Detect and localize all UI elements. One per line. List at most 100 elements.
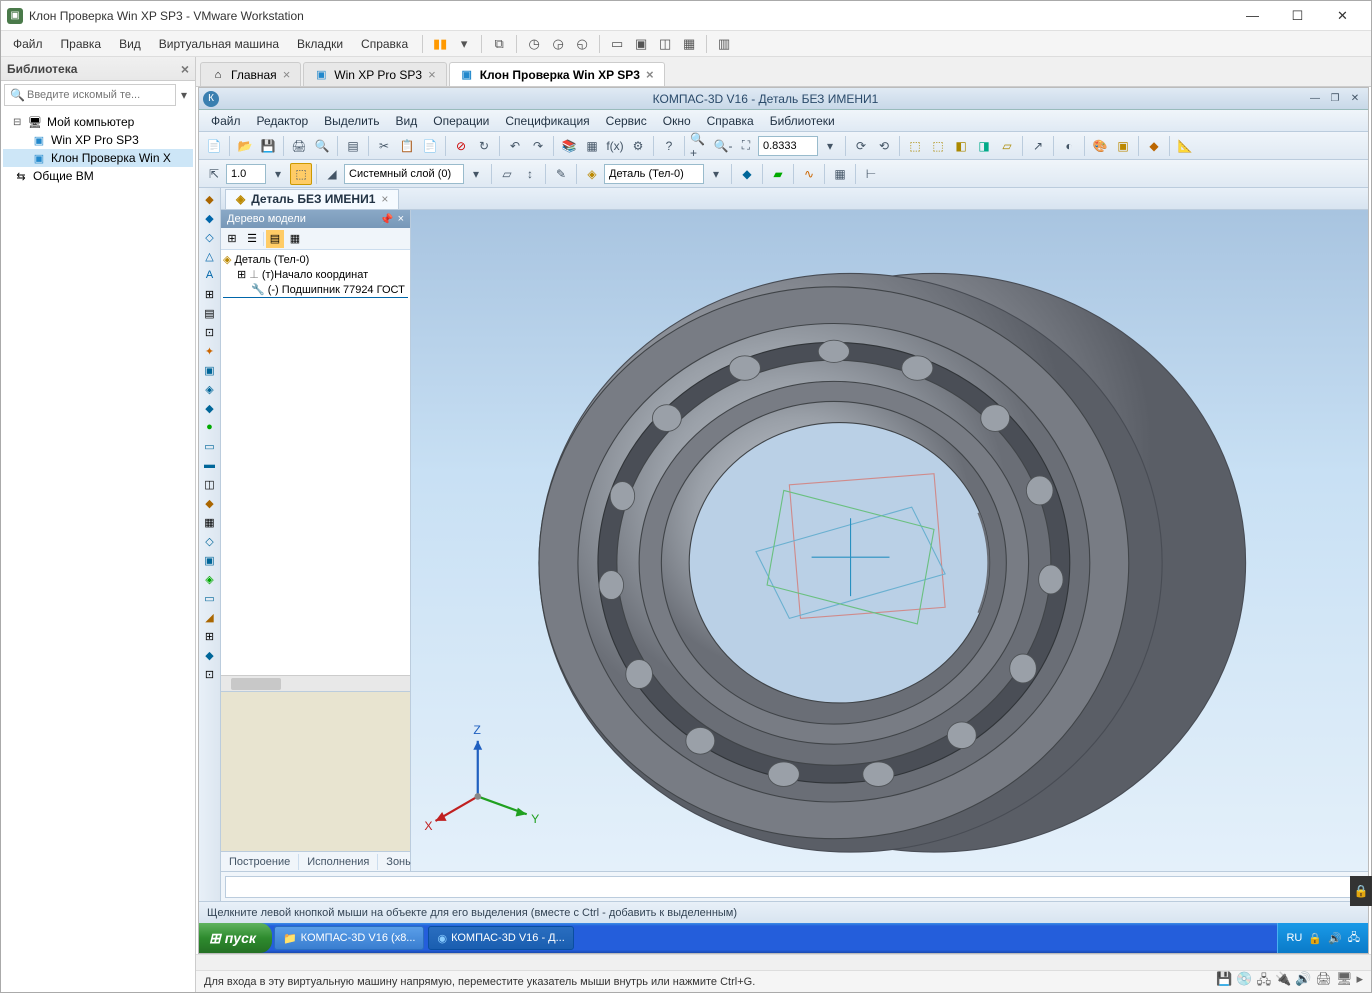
menu-tabs[interactable]: Вкладки bbox=[289, 34, 351, 54]
preview-icon[interactable]: 🔍 bbox=[311, 135, 333, 157]
orient-icon[interactable]: ↗ bbox=[1027, 135, 1049, 157]
tree-origin[interactable]: ⊞ ⊥ (т)Начало координат bbox=[223, 267, 408, 282]
printer-icon[interactable]: 🖨 bbox=[1315, 971, 1332, 993]
print-icon[interactable]: 🖨 bbox=[288, 135, 310, 157]
tree-root[interactable]: ◈ Деталь (Тел-0) bbox=[223, 252, 408, 267]
console-icon[interactable]: ▦ bbox=[678, 33, 700, 55]
tab-build[interactable]: Построение bbox=[221, 854, 299, 870]
layer-icon[interactable]: ◢ bbox=[321, 163, 343, 185]
tool-icon[interactable]: ⊡ bbox=[201, 323, 219, 341]
search-dropdown-icon[interactable]: ▾ bbox=[176, 88, 192, 102]
expand-icon[interactable]: ⊞ bbox=[237, 268, 246, 281]
tree-view-icon[interactable]: ⊞ bbox=[223, 230, 241, 248]
vmware-scrollbar[interactable] bbox=[196, 954, 1371, 970]
tool-icon[interactable]: ◆ bbox=[201, 209, 219, 227]
tree-sort-icon[interactable]: ▦ bbox=[286, 230, 304, 248]
3d-viewport[interactable]: Z X Y bbox=[411, 210, 1368, 871]
open-icon[interactable]: 📂 bbox=[234, 135, 256, 157]
zoom-fit-icon[interactable]: ⛶ bbox=[735, 135, 757, 157]
curve-icon[interactable]: ∿ bbox=[798, 163, 820, 185]
measure-icon[interactable]: 📐 bbox=[1174, 135, 1196, 157]
command-input[interactable] bbox=[225, 876, 1364, 898]
hidden-icon[interactable]: ⬚ bbox=[927, 135, 949, 157]
dropdown-icon[interactable]: ▾ bbox=[465, 163, 487, 185]
help-icon[interactable]: ? bbox=[658, 135, 680, 157]
tree-item[interactable]: 🔧 (-) Подшипник 77924 ГОСТ bbox=[223, 282, 408, 298]
kmenu-select[interactable]: Выделить bbox=[316, 112, 387, 130]
tool-icon[interactable]: ◢ bbox=[201, 608, 219, 626]
dropdown-icon[interactable]: ▾ bbox=[453, 33, 475, 55]
sound-icon[interactable]: 🔊 bbox=[1295, 971, 1311, 993]
close-button[interactable]: ✕ bbox=[1320, 2, 1365, 30]
tool-icon[interactable]: ◆ bbox=[201, 494, 219, 512]
snap-icon[interactable]: ⇱ bbox=[203, 163, 225, 185]
tree-shared[interactable]: ⇆ Общие ВМ bbox=[3, 167, 193, 185]
perspective-icon[interactable]: ▱ bbox=[996, 135, 1018, 157]
tab-vm2[interactable]: ▣ Клон Проверка Win XP SP3 × bbox=[449, 62, 665, 86]
kmenu-operations[interactable]: Операции bbox=[425, 112, 497, 130]
style-icon[interactable]: ▦ bbox=[829, 163, 851, 185]
tab-vm1[interactable]: ▣ Win XP Pro SP3 × bbox=[303, 62, 446, 86]
unity-icon[interactable]: ◫ bbox=[654, 33, 676, 55]
tool-icon[interactable]: ● bbox=[201, 418, 219, 436]
axis-icon[interactable]: ↕ bbox=[519, 163, 541, 185]
tool-icon[interactable]: ◆ bbox=[201, 190, 219, 208]
save-icon[interactable]: 💾 bbox=[257, 135, 279, 157]
tool-icon[interactable]: ▤ bbox=[201, 304, 219, 322]
taskbar-item[interactable]: ◉ КОМПАС-3D V16 - Д... bbox=[428, 926, 573, 950]
kmenu-help[interactable]: Справка bbox=[699, 112, 762, 130]
zoom-out-icon[interactable]: 🔍- bbox=[712, 135, 734, 157]
snapshot-icon[interactable]: ⧉ bbox=[488, 33, 510, 55]
menu-edit[interactable]: Правка bbox=[53, 34, 110, 54]
tool-icon[interactable]: ▭ bbox=[201, 437, 219, 455]
part-icon[interactable]: ◈ bbox=[581, 163, 603, 185]
tab-close-icon[interactable]: × bbox=[283, 67, 291, 82]
snapshot-revert-icon[interactable]: ◶ bbox=[547, 33, 569, 55]
zoom-in-icon[interactable]: 🔍+ bbox=[689, 135, 711, 157]
mode-icon[interactable]: ⬚ bbox=[290, 163, 312, 185]
sketch-icon[interactable]: ✎ bbox=[550, 163, 572, 185]
tray-icon[interactable]: 🔒 bbox=[1308, 932, 1322, 945]
undo-icon[interactable]: ↶ bbox=[504, 135, 526, 157]
kmenu-service[interactable]: Сервис bbox=[598, 112, 655, 130]
cancel-icon[interactable]: ⊘ bbox=[450, 135, 472, 157]
tool-icon[interactable]: ▣ bbox=[201, 361, 219, 379]
collapse-icon[interactable]: ⊟ bbox=[13, 117, 23, 128]
display-icon[interactable]: 🖥 bbox=[1336, 971, 1353, 993]
var-icon[interactable]: ▦ bbox=[581, 135, 603, 157]
snapshot-manage-icon[interactable]: ◵ bbox=[571, 33, 593, 55]
material-icon[interactable]: ▣ bbox=[1112, 135, 1134, 157]
usb-icon[interactable]: 🔌 bbox=[1275, 971, 1291, 993]
dropdown-icon[interactable]: ▾ bbox=[705, 163, 727, 185]
tool-icon[interactable]: A bbox=[201, 266, 219, 284]
snapshot-take-icon[interactable]: ◷ bbox=[523, 33, 545, 55]
layer-select[interactable] bbox=[344, 164, 464, 184]
body-icon[interactable]: ◆ bbox=[736, 163, 758, 185]
tool-icon[interactable]: ⊞ bbox=[201, 285, 219, 303]
repeat-icon[interactable]: ↻ bbox=[473, 135, 495, 157]
surface-icon[interactable]: ▰ bbox=[767, 163, 789, 185]
kmenu-view[interactable]: Вид bbox=[388, 112, 426, 130]
tree-filter-icon[interactable]: ▤ bbox=[266, 230, 284, 248]
kmenu-window[interactable]: Окно bbox=[655, 112, 699, 130]
kmenu-libs[interactable]: Библиотеки bbox=[762, 112, 843, 130]
tray-icon[interactable]: 🖧 bbox=[1348, 929, 1360, 948]
start-button[interactable]: ⊞ пуск bbox=[199, 923, 272, 953]
menu-file[interactable]: Файл bbox=[5, 34, 51, 54]
view-icon[interactable]: ▭ bbox=[606, 33, 628, 55]
copy-icon[interactable]: 📋 bbox=[396, 135, 418, 157]
redo-icon[interactable]: ↷ bbox=[527, 135, 549, 157]
shaded-edges-icon[interactable]: ◨ bbox=[973, 135, 995, 157]
tab-home[interactable]: ⌂ Главная × bbox=[200, 62, 301, 86]
minimize-button[interactable]: — bbox=[1230, 2, 1275, 30]
lib-icon[interactable]: 📚 bbox=[558, 135, 580, 157]
dropdown-icon[interactable]: ▾ bbox=[267, 163, 289, 185]
tool-icon[interactable]: ▣ bbox=[201, 551, 219, 569]
tool-icon[interactable]: ◇ bbox=[201, 228, 219, 246]
fx-icon[interactable]: f(x) bbox=[604, 135, 626, 157]
taskbar-item[interactable]: 📁 КОМПАС-3D V16 (x8... bbox=[274, 926, 425, 950]
minimize-button[interactable]: — bbox=[1306, 92, 1324, 106]
tool-icon[interactable]: ✦ bbox=[201, 342, 219, 360]
paste-icon[interactable]: 📄 bbox=[419, 135, 441, 157]
tool-icon[interactable]: ◈ bbox=[201, 570, 219, 588]
